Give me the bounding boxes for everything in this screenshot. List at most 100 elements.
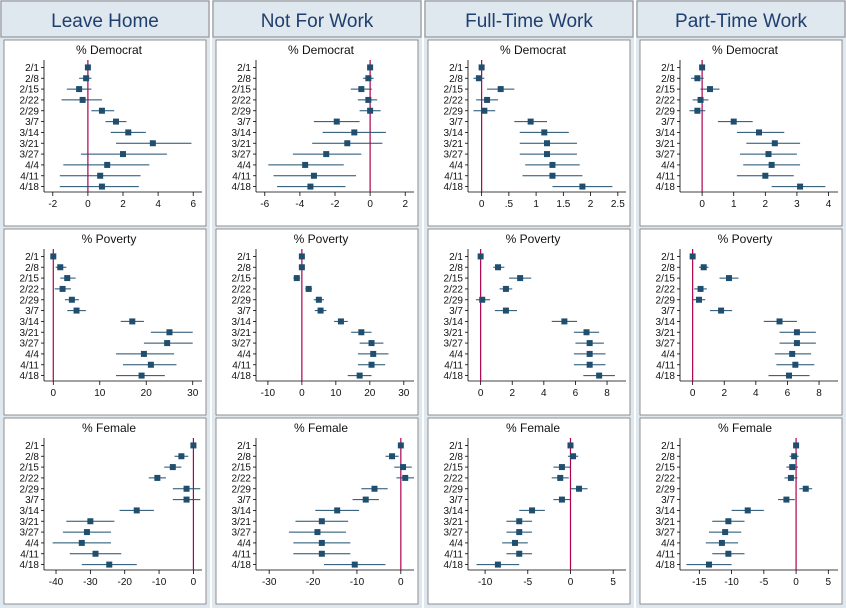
- panel-background: [427, 228, 631, 416]
- point-estimate: [583, 329, 590, 336]
- y-tick-label: 4/11: [444, 549, 463, 560]
- point-estimate: [356, 372, 363, 379]
- y-tick-label: 2/29: [444, 295, 464, 306]
- x-tick-label: 0: [299, 388, 305, 399]
- panel-title: % Poverty: [294, 232, 349, 246]
- y-tick-label: 4/18: [656, 560, 676, 571]
- point-estimate: [699, 64, 706, 71]
- panel-title: % Democrat: [500, 43, 567, 57]
- panel-title: % Poverty: [718, 232, 773, 246]
- y-tick-label: 2/29: [232, 106, 252, 117]
- y-tick-label: 2/15: [232, 85, 252, 96]
- y-tick-label: 4/18: [232, 371, 252, 382]
- point-estimate: [783, 496, 790, 503]
- y-tick-label: 2/8: [449, 452, 463, 463]
- x-tick-label: -30: [262, 577, 277, 588]
- y-tick-label: 4/18: [232, 182, 252, 193]
- y-tick-label: 3/7: [25, 306, 39, 317]
- point-estimate: [725, 275, 732, 282]
- y-tick-label: 2/15: [444, 85, 464, 96]
- panel-background: [427, 417, 631, 605]
- point-estimate: [475, 75, 482, 82]
- point-estimate: [793, 442, 800, 449]
- y-tick-label: 2/22: [232, 284, 252, 295]
- point-estimate: [358, 329, 365, 336]
- y-tick-label: 4/18: [444, 371, 464, 382]
- point-estimate: [586, 350, 593, 357]
- point-estimate: [694, 75, 701, 82]
- y-tick-label: 2/1: [449, 441, 463, 452]
- y-tick-label: 3/14: [656, 506, 676, 517]
- y-tick-label: 2/1: [237, 252, 251, 263]
- point-estimate: [529, 507, 536, 514]
- point-estimate: [83, 75, 90, 82]
- y-tick-label: 3/14: [444, 506, 464, 517]
- point-estimate: [149, 140, 156, 147]
- x-tick-label: 1.5: [556, 199, 570, 210]
- x-tick-label: -10: [152, 577, 167, 588]
- point-estimate: [68, 296, 75, 303]
- x-tick-label: 3: [794, 199, 800, 210]
- y-tick-label: 4/18: [656, 182, 676, 193]
- point-estimate: [178, 453, 185, 460]
- y-tick-label: 3/21: [232, 517, 252, 528]
- y-tick-label: 3/7: [661, 306, 675, 317]
- y-tick-label: 3/14: [20, 128, 40, 139]
- point-estimate: [744, 507, 751, 514]
- point-estimate: [707, 86, 714, 93]
- panel-background: [215, 417, 419, 605]
- point-estimate: [333, 118, 340, 125]
- x-tick-label: 4: [826, 199, 832, 210]
- point-estimate: [397, 442, 404, 449]
- point-estimate: [400, 464, 407, 471]
- point-estimate: [92, 550, 99, 557]
- point-estimate: [307, 183, 314, 190]
- panel-background: [215, 39, 419, 227]
- point-estimate: [125, 129, 132, 136]
- y-tick-label: 3/14: [232, 128, 252, 139]
- y-tick-label: 4/11: [232, 360, 251, 371]
- point-estimate: [59, 285, 66, 292]
- y-tick-label: 2/22: [20, 284, 40, 295]
- point-estimate: [310, 172, 317, 179]
- y-tick-label: 4/18: [656, 371, 676, 382]
- point-estimate: [120, 151, 126, 158]
- point-estimate: [570, 453, 577, 460]
- y-tick-label: 3/7: [25, 117, 39, 128]
- y-tick-label: 3/21: [444, 328, 464, 339]
- point-estimate: [344, 140, 351, 147]
- column-title: Leave Home: [51, 11, 159, 32]
- point-estimate: [791, 453, 798, 460]
- y-tick-label: 2/22: [20, 95, 40, 106]
- y-tick-label: 2/15: [444, 274, 464, 285]
- point-estimate: [484, 96, 491, 103]
- y-tick-label: 3/7: [237, 306, 251, 317]
- column-header: [0, 0, 210, 38]
- y-tick-label: 3/27: [20, 339, 40, 350]
- point-estimate: [83, 529, 90, 536]
- y-tick-label: 4/18: [20, 182, 40, 193]
- y-tick-label: 3/14: [444, 128, 464, 139]
- y-tick-label: 3/14: [656, 317, 676, 328]
- point-estimate: [298, 253, 305, 260]
- panel-title: % Female: [506, 421, 560, 435]
- x-tick-label: 0: [690, 388, 696, 399]
- x-tick-label: 0: [699, 199, 705, 210]
- point-estimate: [502, 307, 509, 314]
- x-tick-label: 4: [155, 199, 161, 210]
- point-estimate: [166, 329, 173, 336]
- x-tick-label: 5: [610, 577, 616, 588]
- x-tick-label: 2: [120, 199, 126, 210]
- point-estimate: [511, 539, 518, 546]
- y-tick-label: 4/11: [656, 171, 675, 182]
- point-estimate: [138, 372, 145, 379]
- x-tick-label: 2: [763, 199, 769, 210]
- point-estimate: [367, 64, 374, 71]
- y-tick-label: 3/7: [25, 495, 39, 506]
- y-tick-label: 2/15: [656, 85, 676, 96]
- point-estimate: [98, 183, 105, 190]
- point-estimate: [516, 529, 523, 536]
- y-tick-label: 3/7: [237, 117, 251, 128]
- y-tick-label: 2/8: [449, 263, 463, 274]
- point-estimate: [64, 275, 71, 282]
